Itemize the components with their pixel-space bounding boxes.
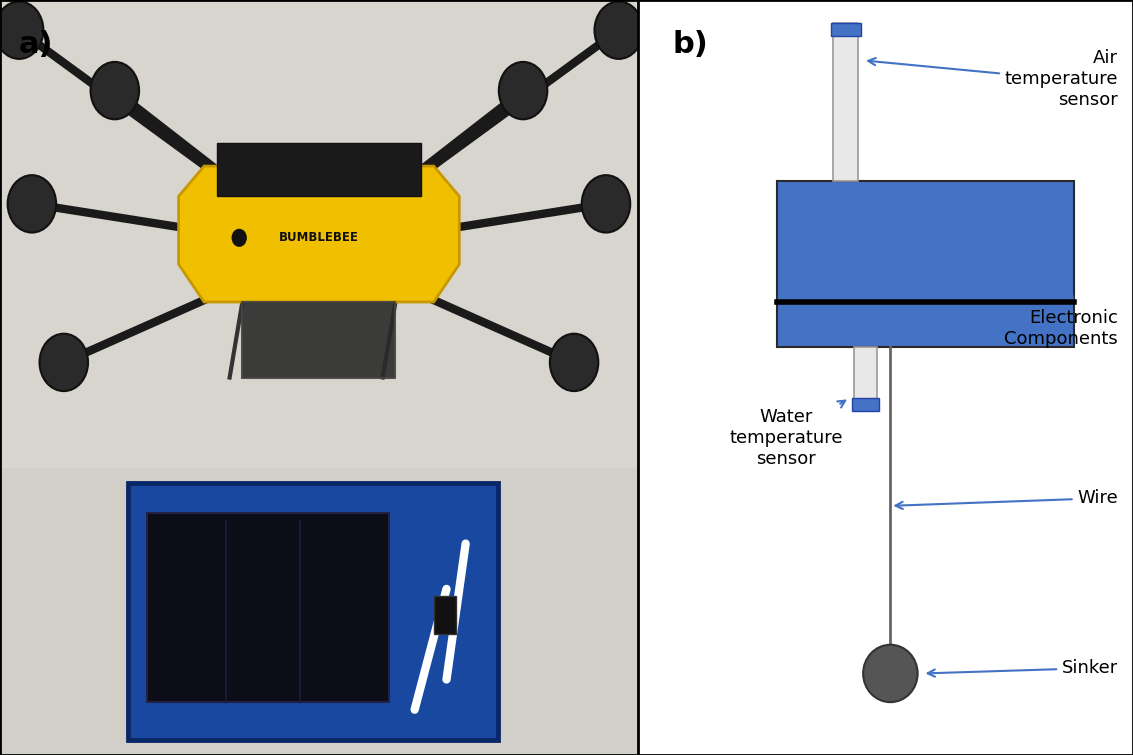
Bar — [216, 143, 421, 196]
Bar — [854, 347, 877, 411]
Bar — [0, 468, 638, 755]
Circle shape — [581, 175, 630, 233]
Bar — [0, 0, 638, 468]
Circle shape — [91, 62, 139, 119]
Text: Water
temperature
sensor: Water temperature sensor — [730, 401, 845, 467]
Text: Electronic
Components: Electronic Components — [1004, 294, 1118, 348]
Polygon shape — [179, 166, 459, 302]
Bar — [776, 181, 1074, 347]
Text: Air
temperature
sensor: Air temperature sensor — [868, 50, 1118, 109]
Bar — [830, 23, 861, 36]
Bar — [242, 302, 395, 378]
Circle shape — [0, 2, 43, 59]
Text: a): a) — [19, 30, 53, 59]
Bar — [852, 398, 879, 411]
Text: b): b) — [673, 30, 708, 59]
Bar — [434, 596, 457, 634]
Ellipse shape — [863, 645, 918, 702]
Circle shape — [8, 175, 57, 233]
Circle shape — [550, 334, 598, 391]
Circle shape — [231, 229, 247, 247]
Circle shape — [595, 2, 644, 59]
Text: Wire: Wire — [895, 489, 1118, 509]
Text: Sinker: Sinker — [928, 659, 1118, 677]
Circle shape — [40, 334, 88, 391]
Bar — [146, 513, 389, 702]
Bar — [834, 23, 858, 181]
Text: BUMBLEBEE: BUMBLEBEE — [279, 231, 359, 245]
Bar — [128, 483, 497, 740]
Circle shape — [499, 62, 547, 119]
